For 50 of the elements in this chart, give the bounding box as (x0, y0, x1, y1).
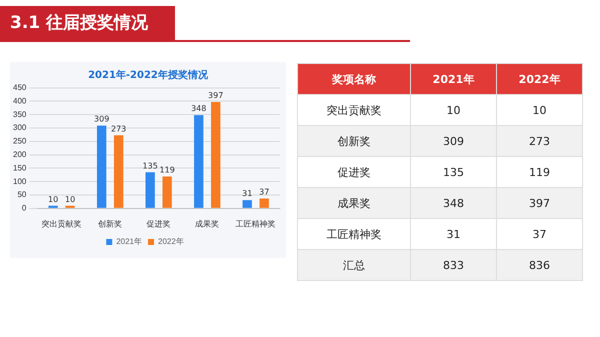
x-tick-label: 工匠精神奖 (236, 219, 276, 228)
text: 135 (410, 156, 496, 188)
y-tick-label: 350 (12, 110, 27, 119)
text: 2021年 (432, 72, 474, 86)
text: 119 (496, 156, 582, 188)
data-label: 37 (259, 188, 270, 197)
category-label: 促进奖 (337, 166, 370, 178)
legend-label: 2021年 (116, 237, 142, 246)
x-tick-label: 成果奖 (195, 219, 220, 228)
text: 348 (410, 188, 496, 218)
text: 奖项名称 (298, 64, 410, 94)
y-tick-label: 50 (17, 190, 27, 200)
x-tick-label: 促进奖 (146, 219, 171, 228)
y-tick-label: 250 (12, 136, 27, 146)
y-tick-label: 100 (12, 176, 27, 186)
text: 397 (496, 188, 582, 218)
text: 2022年 (518, 72, 560, 86)
legend-label: 2022年 (158, 237, 184, 246)
data-label: 10 (48, 194, 58, 204)
category-label: 创新奖 (337, 134, 370, 148)
data-label: 10 (65, 194, 76, 204)
text: 836 (496, 250, 582, 280)
y-tick-label: 200 (12, 150, 27, 160)
y-tick-label: 400 (12, 96, 27, 106)
y-tick-label: 450 (12, 83, 27, 92)
text: 273 (496, 126, 582, 156)
category-label: 工匠精神奖 (326, 228, 382, 240)
data-label: 397 (208, 91, 224, 100)
data-label: 119 (160, 166, 175, 175)
text: 833 (410, 250, 496, 280)
text: 10 (496, 94, 582, 126)
text: 37 (496, 218, 582, 250)
category-label: 突出贡献奖 (326, 104, 382, 116)
text: 10 (410, 94, 496, 126)
y-tick-label: 0 (22, 204, 27, 213)
text: 31 (410, 218, 496, 250)
data-label: 135 (142, 161, 158, 170)
data-label: 273 (110, 124, 126, 134)
x-tick-label: 突出贡献奖 (42, 219, 82, 228)
data-label: 31 (242, 189, 252, 198)
data-label: 348 (191, 104, 206, 114)
text: 3.1 往届授奖情况 (0, 6, 175, 40)
data-label: 309 (94, 114, 110, 124)
y-tick-label: 300 (12, 123, 27, 132)
text: 309 (410, 126, 496, 156)
x-tick-label: 创新奖 (98, 219, 122, 228)
chart-title: 2021年-2022年授奖情况 (87, 68, 209, 82)
y-tick-label: 150 (12, 163, 27, 172)
text: 汇总 (298, 250, 410, 280)
category-label: 成果奖 (337, 196, 370, 210)
